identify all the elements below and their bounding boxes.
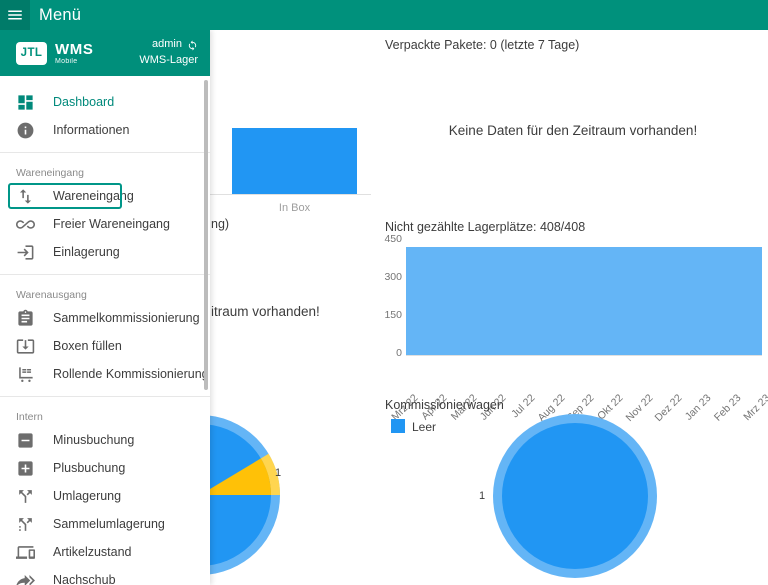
sidebar-item-minusbuchung[interactable]: Minusbuchung xyxy=(0,426,210,454)
packed-packages-empty-message: Keine Daten für den Zeitraum vorhanden! xyxy=(448,123,698,138)
plus-box-icon xyxy=(18,460,33,476)
fill-box-icon xyxy=(16,338,35,354)
drawer-scrollbar[interactable] xyxy=(204,80,208,390)
sidebar-item-sammelkommissionierung[interactable]: Sammelkommissionierung xyxy=(0,304,210,332)
sidebar-item-label: Plusbuchung xyxy=(53,461,126,475)
section-label-warenausgang: Warenausgang xyxy=(16,289,87,301)
clipped-card-empty-message-fragment: itraum vorhanden! xyxy=(211,304,320,319)
sidebar-item-label: Dashboard xyxy=(53,95,115,109)
menu-divider xyxy=(0,274,210,275)
brand-product: WMS xyxy=(55,40,94,58)
clipboard-icon xyxy=(18,309,33,326)
area-chart-axis xyxy=(406,355,762,356)
sidebar-item-label: Artikelzustand xyxy=(53,545,132,559)
y-axis-tick: 150 xyxy=(384,309,402,321)
bar-in-box xyxy=(232,128,357,194)
sidebar-item-label: Sammelumlagerung xyxy=(53,517,165,531)
sidebar-item-freier-wareneingang[interactable]: Freier Wareneingang xyxy=(0,210,210,238)
lagerplaetze-title: Nicht gezählte Lagerplätze: 408/408 xyxy=(385,220,586,234)
split-icon xyxy=(19,489,32,503)
sync-icon[interactable] xyxy=(187,39,198,51)
sidebar-item-dashboard[interactable]: Dashboard xyxy=(0,88,210,116)
kommissionierwagen-pie-chart xyxy=(493,414,657,578)
clipped-card-title-fragment: ng) xyxy=(211,217,230,231)
dashboard-icon xyxy=(18,94,33,110)
y-axis-tick: 450 xyxy=(384,233,402,245)
sidebar-item-label: Minusbuchung xyxy=(53,433,135,447)
drawer-menu: Dashboard Informationen Wareneingang War… xyxy=(0,76,210,585)
bar-category-label: In Box xyxy=(278,202,311,214)
left-pie-value-label: 1 xyxy=(275,467,282,479)
sidebar-item-label: Einlagerung xyxy=(53,245,120,259)
double-forward-icon xyxy=(16,574,35,585)
brand: WMS Mobile xyxy=(55,42,93,65)
section-label-wareneingang: Wareneingang xyxy=(16,167,84,179)
legend-swatch xyxy=(391,419,405,433)
sidebar-item-wareneingang[interactable]: Wareneingang xyxy=(0,182,210,210)
sidebar-item-informationen[interactable]: Informationen xyxy=(0,116,210,144)
sidebar-item-label: Informationen xyxy=(53,123,130,137)
putaway-icon xyxy=(17,244,34,260)
sidebar-item-sammelumlagerung[interactable]: Sammelumlagerung xyxy=(0,510,210,538)
info-icon xyxy=(17,122,34,138)
sidebar-item-label: Sammelkommissionierung xyxy=(53,311,200,325)
sidebar-item-label: Wareneingang xyxy=(53,189,134,203)
jtl-logo: JTL xyxy=(16,41,47,65)
warehouse-name: WMS-Lager xyxy=(139,54,198,66)
sidebar-item-label: Umlagerung xyxy=(53,489,122,503)
brand-variant: Mobile xyxy=(55,57,78,65)
minus-box-icon xyxy=(18,432,33,448)
sidebar-item-label: Boxen füllen xyxy=(53,339,122,353)
menu-divider xyxy=(0,396,210,397)
kommissionierwagen-value-label: 1 xyxy=(479,490,486,502)
sidebar-item-boxen-fuellen[interactable]: Boxen füllen xyxy=(0,332,210,360)
page-title: Menü xyxy=(39,5,82,24)
legend-label: Leer xyxy=(412,420,437,434)
trolley-icon xyxy=(19,366,33,382)
sidebar-item-artikelzustand[interactable]: Artikelzustand xyxy=(0,538,210,566)
user-name: admin xyxy=(152,38,182,51)
navigation-drawer: JTL WMS Mobile admin WMS-Lager Dashboard… xyxy=(0,30,210,585)
sidebar-item-umlagerung[interactable]: Umlagerung xyxy=(0,482,210,510)
sidebar-item-label: Rollende Kommissionierung xyxy=(53,367,209,381)
sidebar-item-rollende-kommissionierung[interactable]: Rollende Kommissionierung xyxy=(0,360,210,388)
goods-in-icon xyxy=(19,188,32,204)
devices-icon xyxy=(16,545,35,559)
y-axis-tick: 0 xyxy=(396,347,402,359)
sidebar-item-plusbuchung[interactable]: Plusbuchung xyxy=(0,454,210,482)
hamburger-icon xyxy=(8,10,22,20)
menu-divider xyxy=(0,152,210,153)
packed-packages-title: Verpackte Pakete: 0 (letzte 7 Tage) xyxy=(385,38,580,52)
app-bar: Menü xyxy=(0,0,768,30)
section-label-intern: Intern xyxy=(16,411,43,423)
area-series-fill xyxy=(406,247,762,355)
sidebar-item-nachschub[interactable]: Nachschub xyxy=(0,566,210,585)
multi-split-icon xyxy=(19,517,32,531)
sidebar-item-label: Nachschub xyxy=(53,573,116,585)
sidebar-item-label: Freier Wareneingang xyxy=(53,217,170,231)
bar-chart-axis xyxy=(190,194,371,195)
kommissionierwagen-title: Kommissionierwagen xyxy=(385,398,504,412)
y-axis-tick: 300 xyxy=(384,271,402,283)
menu-button[interactable] xyxy=(0,0,30,30)
user-info: admin WMS-Lager xyxy=(139,37,198,69)
infinity-icon xyxy=(16,219,35,229)
sidebar-item-einlagerung[interactable]: Einlagerung xyxy=(0,238,210,266)
drawer-header: JTL WMS Mobile admin WMS-Lager xyxy=(0,30,210,76)
